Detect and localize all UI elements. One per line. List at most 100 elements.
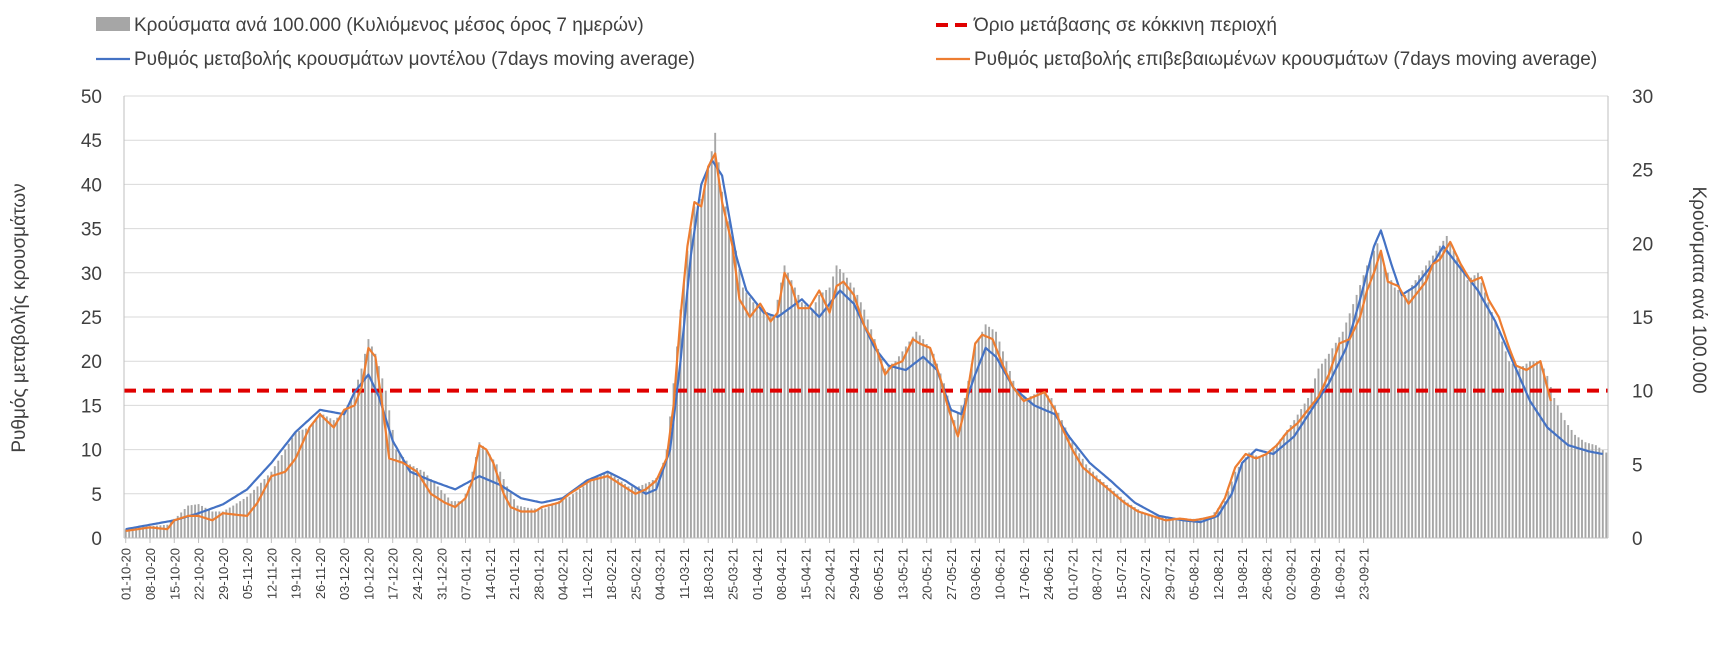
bar (495, 464, 498, 538)
bar (672, 383, 675, 538)
bar (1539, 361, 1542, 538)
bar (745, 292, 748, 538)
x-tick-label: 17-12-20 (386, 548, 401, 600)
bar (381, 378, 384, 538)
bar (797, 294, 800, 538)
bar (204, 507, 207, 538)
bar (533, 508, 536, 538)
bar (388, 410, 391, 538)
legend: Κρούσματα ανά 100.000 (Κυλιόμενος μέσος … (96, 15, 1597, 70)
bar (610, 474, 613, 538)
x-tick-label: 15-04-21 (798, 548, 813, 600)
bar (568, 496, 571, 538)
bar (402, 456, 405, 538)
bar (1230, 481, 1233, 538)
bar (277, 460, 280, 538)
bar (436, 486, 439, 538)
bar (589, 481, 592, 538)
bar (599, 474, 602, 538)
bar (221, 511, 224, 538)
bar (1054, 405, 1056, 538)
bar (1047, 395, 1049, 538)
bar (738, 269, 741, 538)
bar (1598, 447, 1601, 538)
bar (374, 353, 377, 538)
bar (877, 348, 880, 538)
bar (714, 132, 717, 539)
bar (818, 294, 821, 538)
bar (1085, 464, 1088, 538)
bar (665, 449, 668, 538)
bar (1452, 250, 1455, 538)
bar (741, 287, 744, 538)
bar (1026, 398, 1029, 538)
bar (929, 348, 932, 538)
bar (1390, 280, 1393, 538)
bar (1158, 516, 1160, 538)
bar (1393, 287, 1396, 538)
bar (735, 250, 737, 538)
x-tick-label: 06-05-21 (871, 548, 886, 600)
bar (485, 449, 488, 538)
bar (1553, 398, 1556, 538)
bar (637, 486, 640, 538)
bar (946, 395, 949, 538)
bar (936, 363, 939, 538)
bar (239, 501, 242, 538)
bar (717, 162, 720, 539)
x-tick-label: 19-11-20 (289, 548, 304, 599)
bar (357, 379, 359, 538)
bar (558, 501, 561, 538)
bar (1366, 265, 1368, 538)
bar (904, 346, 907, 538)
bar (336, 417, 339, 538)
bar (828, 287, 831, 538)
bar (256, 486, 259, 538)
x-tick-label: 10-06-21 (993, 548, 1008, 600)
x-tick-label: 15-10-20 (167, 548, 182, 600)
bar (825, 289, 828, 538)
x-tick-label: 14-01-21 (483, 548, 498, 600)
bar (1490, 312, 1493, 538)
bar (1119, 496, 1122, 538)
bar (811, 309, 814, 538)
bar (457, 501, 460, 538)
bar (1300, 409, 1303, 538)
bar (814, 302, 817, 538)
bar (1213, 512, 1216, 538)
bar (173, 518, 176, 538)
axes (123, 96, 1609, 539)
bar (1126, 502, 1129, 538)
bar (662, 462, 665, 538)
bar (253, 489, 255, 538)
bar (1067, 434, 1070, 538)
bar (700, 199, 703, 538)
bar (845, 277, 848, 538)
bar (447, 497, 450, 538)
y-left-ticks: 0 5 10 15 20 25 30 35 40 45 50 (81, 87, 102, 550)
bar (1102, 482, 1105, 538)
bar (766, 312, 769, 538)
bar (603, 473, 606, 538)
bar (1154, 515, 1157, 538)
bar (703, 184, 706, 538)
bar (859, 302, 862, 538)
bar (1275, 443, 1278, 538)
bar (1123, 499, 1126, 538)
bar (343, 412, 346, 538)
legend-model-label: Ρυθμός μεταβολής κρουσμάτων μοντέλου (7d… (134, 49, 695, 70)
bar (689, 228, 692, 538)
bar (370, 346, 373, 538)
bar (488, 454, 491, 538)
bar (939, 373, 942, 538)
x-tick-label: 19-08-21 (1235, 548, 1250, 600)
bar (332, 420, 335, 538)
line-series (125, 152, 1603, 532)
bar (190, 505, 193, 538)
bar (1168, 517, 1171, 538)
bar (1265, 454, 1268, 538)
bar (1563, 420, 1566, 538)
bar (1352, 304, 1355, 538)
bar (1404, 294, 1407, 538)
bar (506, 486, 509, 538)
